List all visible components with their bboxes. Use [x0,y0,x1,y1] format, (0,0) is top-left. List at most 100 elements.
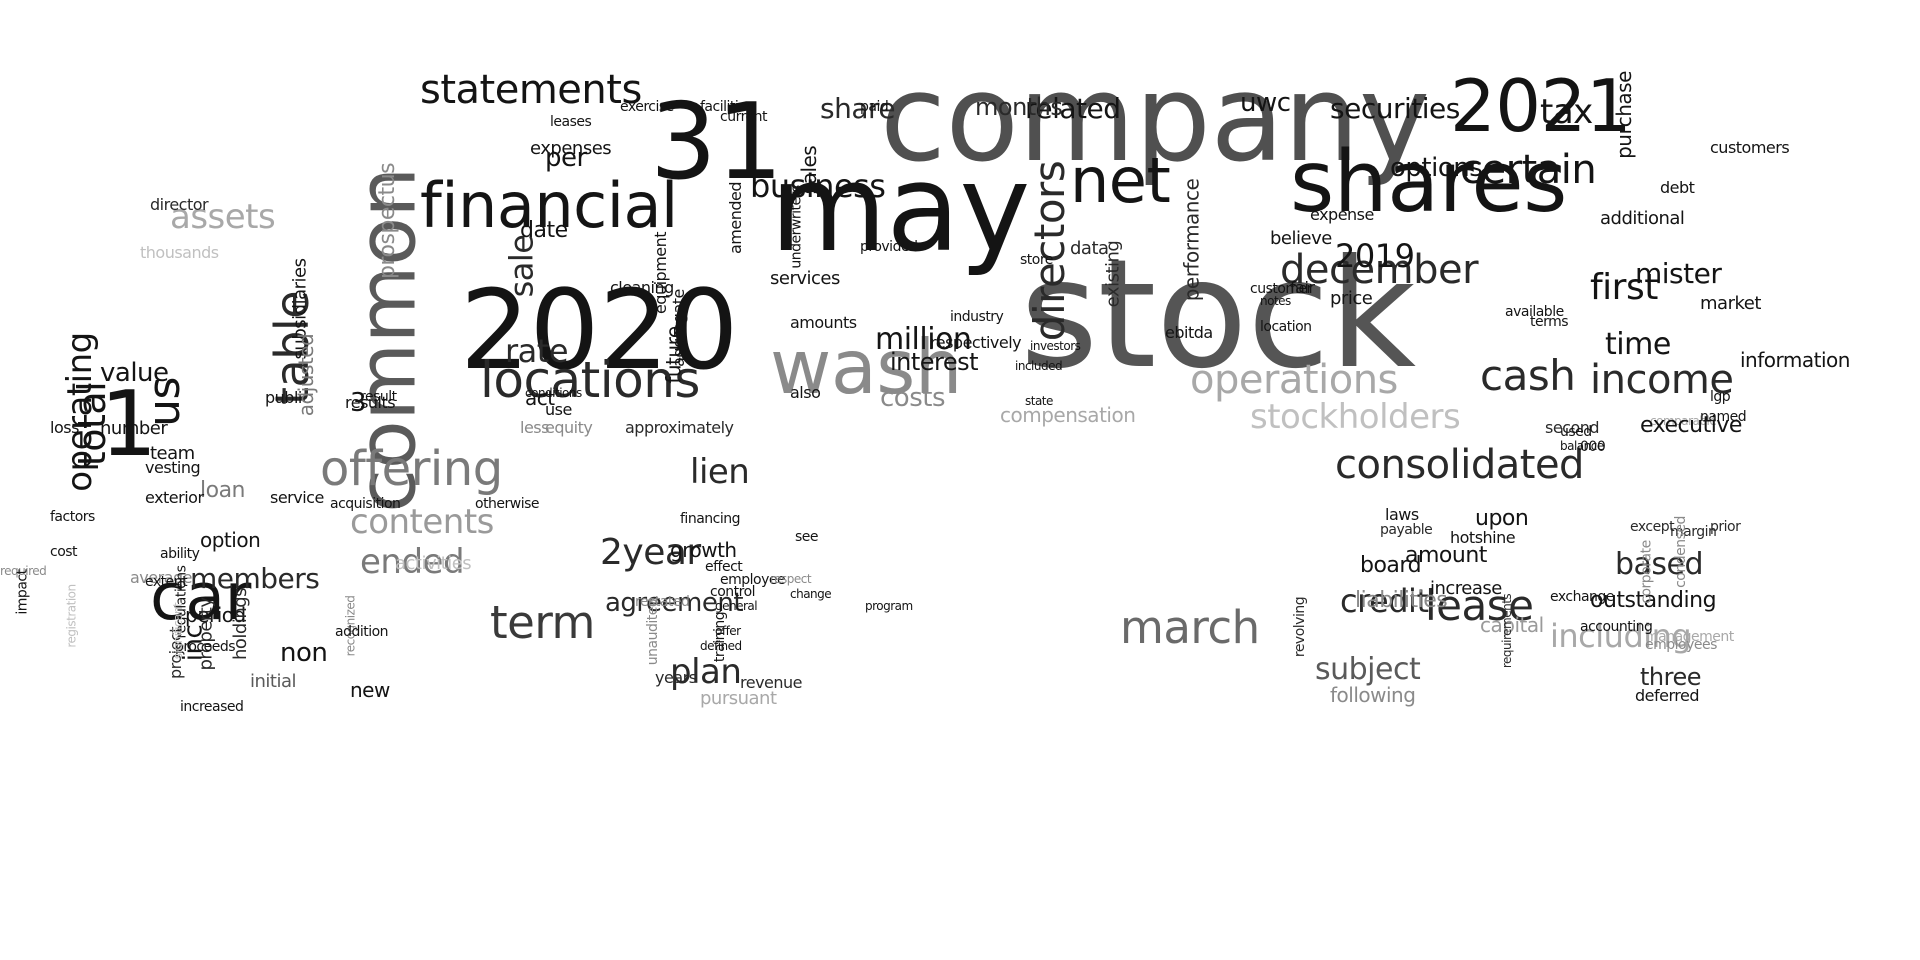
word: second [1545,418,1600,437]
word: tax [1540,92,1593,132]
word: impact [14,569,31,615]
word: securities [1330,92,1460,125]
word: equipment [651,231,671,315]
word: acquisition [330,496,401,512]
word: 2019 [1335,237,1415,275]
word: increased [180,699,244,715]
word: lgp [1710,389,1731,405]
word: months [975,93,1063,121]
word: new [350,678,390,702]
word: based [1615,547,1704,582]
word: requirements [1500,593,1515,669]
word: costs [880,383,946,413]
word: date [520,218,568,243]
word: non [280,638,328,668]
word: conditions [525,386,582,400]
word: income [1590,357,1734,403]
word: margin [1670,524,1717,540]
word: current [720,109,768,125]
word: training [712,611,729,663]
word: car [150,560,251,635]
word: period [185,603,246,627]
word: 000 [1580,439,1606,455]
word: executive [1640,413,1742,438]
word: operating [59,332,100,492]
word: million [875,322,972,357]
word: prior [1710,519,1741,535]
word: cash [1480,351,1576,400]
word: cleaning [610,278,674,297]
word: per [545,143,587,173]
word: may [770,140,1030,279]
word: first [1590,267,1658,308]
word: average [130,568,193,587]
word: 1 [100,372,157,477]
word: team [150,443,195,464]
word: payable [1380,522,1433,538]
word: customers [1710,138,1790,157]
word: contents [350,502,494,542]
word: interest [890,348,979,376]
word: certain [1460,147,1597,193]
word: act [525,386,555,410]
word: years [655,668,697,687]
word: debt [1660,178,1695,197]
word: 31 [650,81,783,203]
word: paid [860,99,889,115]
word: required [0,564,47,578]
word: value [100,358,169,388]
word: underwriters [788,185,805,269]
word: director [150,195,209,214]
word: hotshine [1450,528,1516,547]
word: industry [950,309,1004,325]
word: lien [690,452,750,492]
word: initial [250,671,297,692]
word: included [1015,359,1063,373]
word: also [790,383,821,402]
word: defined [700,639,742,653]
word: plan [670,652,742,692]
word: purchase [1611,71,1636,159]
word: believe [1270,228,1332,249]
word: increase [1430,578,1502,599]
word: use [545,400,572,419]
word: program [865,599,913,613]
word: loan [200,478,246,503]
word: amounts [790,313,857,332]
word: factors [50,509,95,525]
word: cost [50,544,78,560]
word: number [100,418,168,439]
word: future [661,326,686,384]
word: statements [420,67,642,113]
word: agreement [605,588,744,618]
word: adjusted [294,333,319,417]
word: employee [720,572,786,588]
word: significant [171,602,186,660]
word: credit [1340,582,1429,620]
word: notes [1260,294,1291,308]
word: 2year [600,532,701,573]
word: outstanding [1590,588,1717,613]
word: 2021 [1450,64,1632,148]
word: employees [1645,637,1717,653]
word: march [1120,601,1260,654]
word: control [710,584,756,600]
word: uwc [1240,88,1291,118]
word: terms [1530,314,1569,330]
word: three [1640,663,1702,691]
word: following [1330,683,1416,707]
word: additional [1600,208,1685,229]
word: stock [1020,228,1416,402]
word: state [1025,394,1053,408]
word: amount [1405,543,1487,568]
word: assets [170,197,276,237]
word: expenses [530,138,612,159]
word: otherwise [475,496,540,512]
word: data [1070,238,1109,259]
word: condensed [1672,516,1689,588]
word: operations [1190,357,1398,403]
word: restated [635,594,690,610]
word: business [750,167,886,205]
word: results [345,393,396,412]
